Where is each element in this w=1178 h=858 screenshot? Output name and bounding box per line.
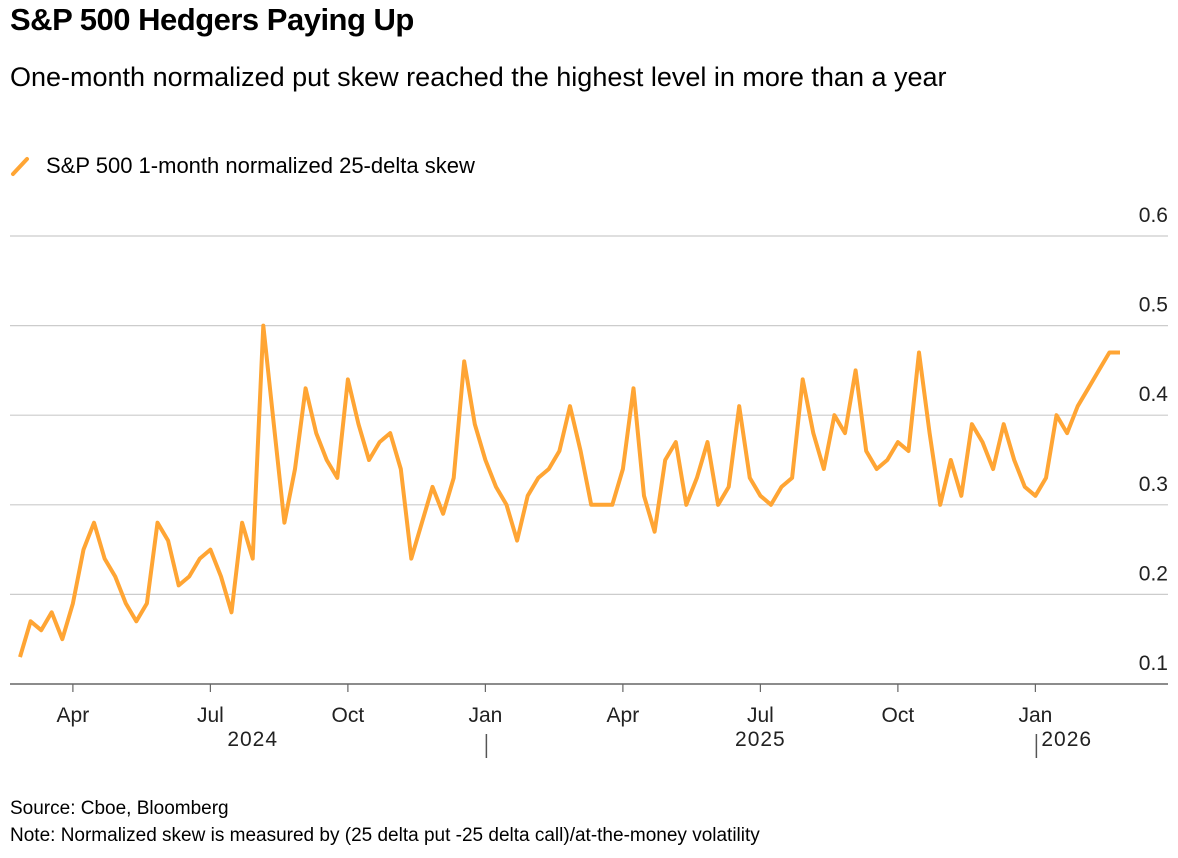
- chart-subtitle: One-month normalized put skew reached th…: [10, 62, 947, 92]
- legend: S&P 500 1-month normalized 25-delta skew: [10, 153, 475, 179]
- x-tick-label: Apr: [607, 704, 640, 727]
- y-tick-label: 0.5: [1139, 294, 1168, 317]
- y-tick-label: 0.2: [1139, 562, 1168, 585]
- x-tick-label: Oct: [882, 704, 915, 727]
- y-tick-label: 0.1: [1139, 652, 1168, 675]
- data-line: [18, 323, 1120, 658]
- legend-label: S&P 500 1-month normalized 25-delta skew: [46, 153, 475, 178]
- x-tick-label: Oct: [332, 704, 365, 727]
- y-tick-label: 0.6: [1139, 204, 1168, 227]
- year-label: 2024: [227, 728, 278, 751]
- legend-swatch: [11, 157, 29, 176]
- x-tick-label: Jul: [747, 704, 774, 727]
- y-tick-label: 0.3: [1139, 473, 1168, 496]
- year-label: 2025: [735, 728, 786, 751]
- y-tick-label: 0.4: [1139, 383, 1169, 406]
- chart-title: S&P 500 Hedgers Paying Up: [10, 2, 414, 37]
- note: Note: Normalized skew is measured by (25…: [10, 825, 760, 846]
- x-tick-label: Jan: [468, 704, 502, 727]
- x-tick-label: Apr: [57, 704, 90, 727]
- x-tick-label: Jul: [197, 704, 224, 727]
- year-label: 2026: [1041, 728, 1092, 751]
- source: Source: Cboe, Bloomberg: [10, 798, 229, 819]
- x-tick-label: Jan: [1018, 704, 1052, 727]
